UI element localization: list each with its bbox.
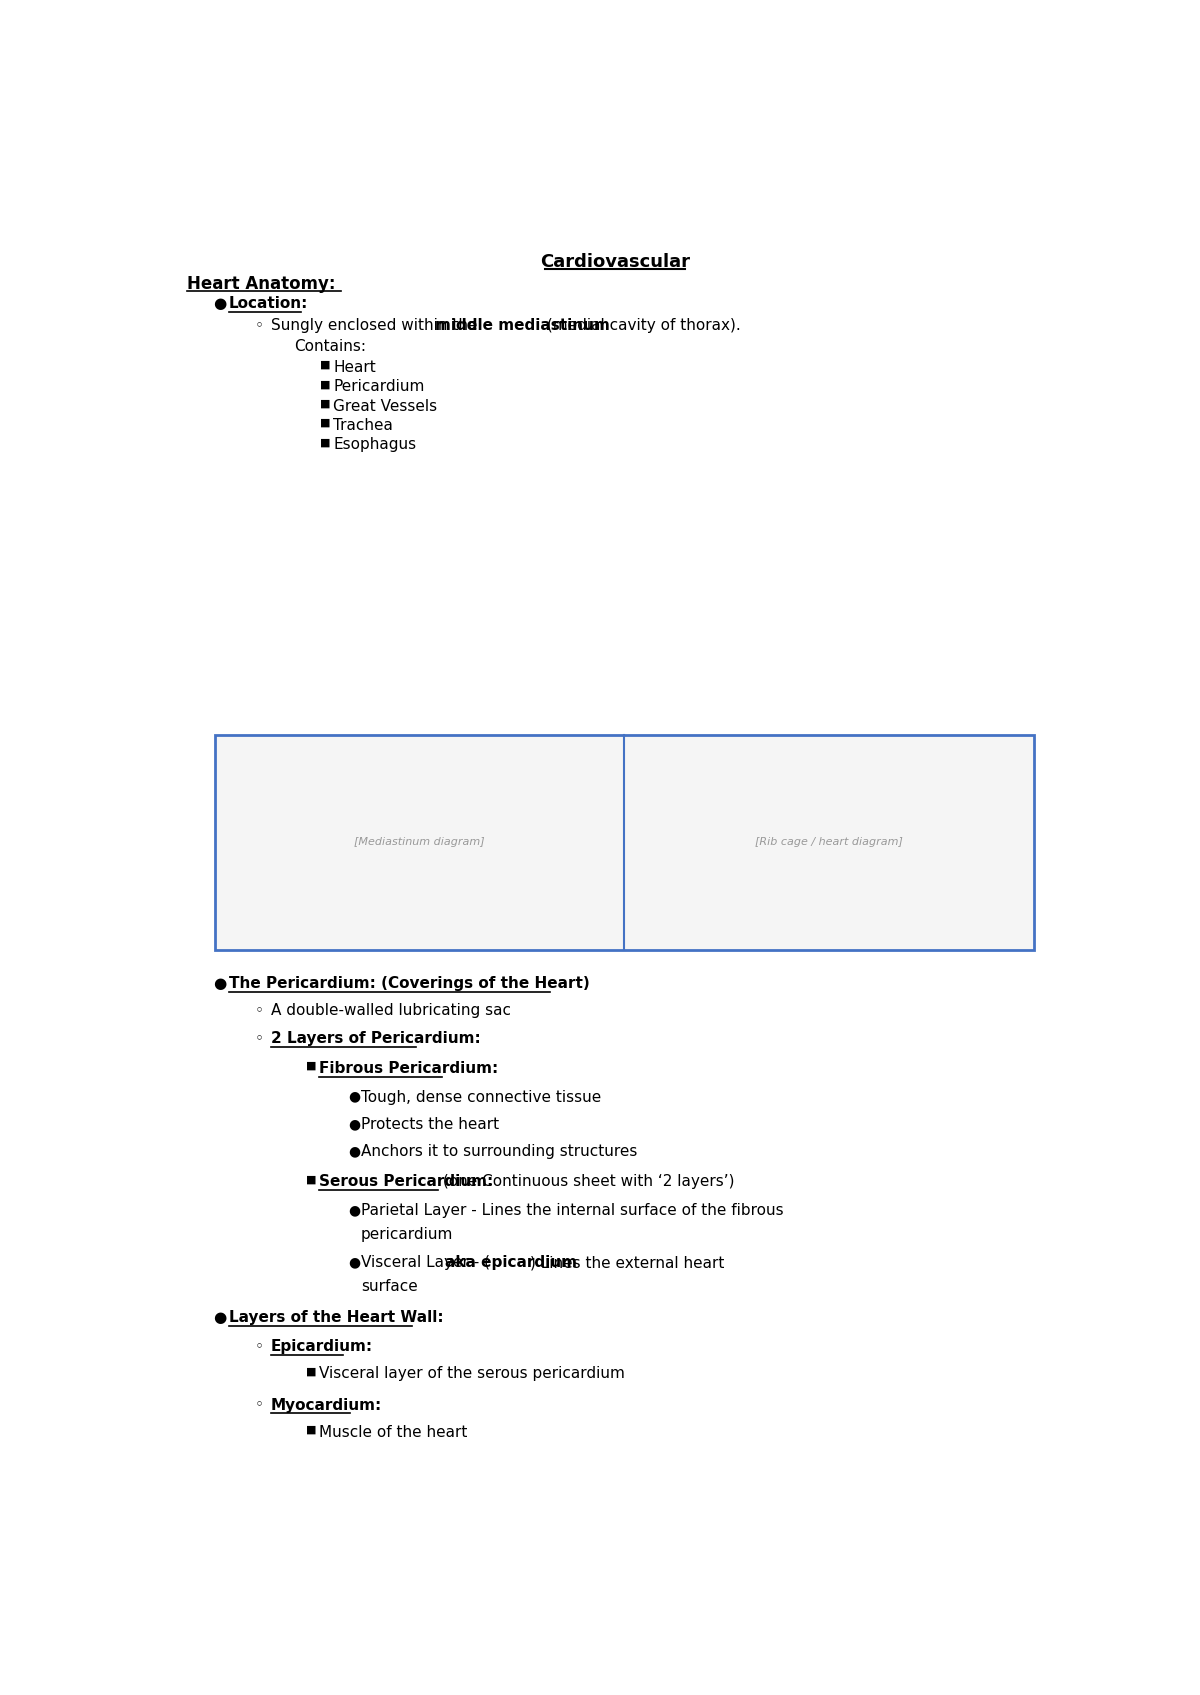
Text: ◦: ◦ [256, 1031, 264, 1046]
Text: Serous Pericardium:: Serous Pericardium: [319, 1175, 493, 1190]
Text: Tough, dense connective tissue: Tough, dense connective tissue [361, 1090, 601, 1105]
Text: ●: ● [348, 1203, 360, 1217]
Text: ■: ■ [320, 419, 331, 427]
Text: Fibrous Pericardium:: Fibrous Pericardium: [319, 1061, 498, 1076]
Text: Esophagus: Esophagus [334, 437, 416, 453]
Text: ■: ■ [306, 1366, 317, 1376]
Text: ●: ● [348, 1144, 360, 1158]
Text: ●: ● [348, 1256, 360, 1270]
Text: ◦: ◦ [256, 1339, 264, 1354]
Text: [Rib cage / heart diagram]: [Rib cage / heart diagram] [755, 837, 902, 848]
Text: pericardium: pericardium [361, 1227, 454, 1242]
Text: Layers of the Heart Wall:: Layers of the Heart Wall: [229, 1310, 444, 1325]
Text: ◦: ◦ [256, 319, 264, 334]
Text: Great Vessels: Great Vessels [334, 398, 437, 414]
Text: Contains:: Contains: [294, 339, 366, 354]
FancyBboxPatch shape [215, 734, 1033, 949]
Text: Epicardium:: Epicardium: [271, 1339, 373, 1354]
Text: ●: ● [214, 976, 227, 992]
Text: ◦: ◦ [256, 1398, 264, 1412]
Text: A double-walled lubricating sac: A double-walled lubricating sac [271, 1003, 511, 1019]
Text: ■: ■ [320, 437, 331, 447]
Text: Heart: Heart [334, 359, 376, 375]
Text: ■: ■ [306, 1425, 317, 1436]
Text: The Pericardium: (Coverings of the Heart): The Pericardium: (Coverings of the Heart… [229, 976, 590, 992]
Text: Visceral Layer - (: Visceral Layer - ( [361, 1256, 490, 1270]
Text: Heart Anatomy:: Heart Anatomy: [187, 275, 336, 293]
Text: ■: ■ [320, 380, 331, 390]
Text: Protects the heart: Protects the heart [361, 1117, 499, 1132]
Text: Pericardium: Pericardium [334, 380, 425, 395]
Text: Visceral layer of the serous pericardium: Visceral layer of the serous pericardium [319, 1366, 625, 1381]
Text: ◦: ◦ [256, 1003, 264, 1019]
Text: ■: ■ [306, 1061, 317, 1071]
Text: Location:: Location: [229, 297, 308, 312]
Text: ●: ● [348, 1090, 360, 1103]
Text: ■: ■ [320, 398, 331, 408]
Text: Parietal Layer - Lines the internal surface of the fibrous: Parietal Layer - Lines the internal surf… [361, 1203, 784, 1219]
Text: Anchors it to surrounding structures: Anchors it to surrounding structures [361, 1144, 637, 1159]
Text: Muscle of the heart: Muscle of the heart [319, 1425, 468, 1441]
Text: [Mediastinum diagram]: [Mediastinum diagram] [354, 837, 485, 848]
Text: 2 Layers of Pericardium:: 2 Layers of Pericardium: [271, 1031, 481, 1046]
Text: (one Continuous sheet with ‘2 layers’): (one Continuous sheet with ‘2 layers’) [438, 1175, 734, 1190]
Text: Trachea: Trachea [334, 419, 394, 432]
Text: aka epicardium: aka epicardium [445, 1256, 577, 1270]
Text: middle mediastinum: middle mediastinum [434, 319, 610, 334]
Text: ●: ● [348, 1117, 360, 1131]
Text: ) Lines the external heart: ) Lines the external heart [530, 1256, 725, 1270]
Text: ■: ■ [306, 1175, 317, 1185]
Text: (medial cavity of thorax).: (medial cavity of thorax). [541, 319, 740, 334]
Text: ■: ■ [320, 359, 331, 370]
Text: ●: ● [214, 297, 227, 312]
Text: ●: ● [214, 1310, 227, 1325]
Text: surface: surface [361, 1278, 418, 1293]
Text: Myocardium:: Myocardium: [271, 1398, 382, 1412]
Text: Sungly enclosed within the: Sungly enclosed within the [271, 319, 482, 334]
Text: Cardiovascular: Cardiovascular [540, 253, 690, 271]
